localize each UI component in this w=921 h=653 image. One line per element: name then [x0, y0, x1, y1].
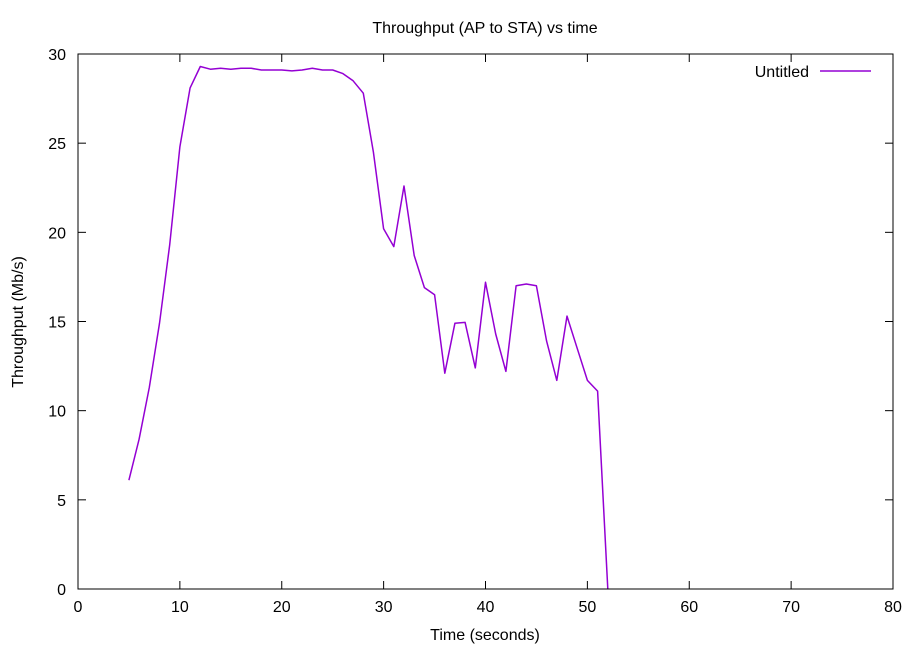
data-point: [149, 387, 151, 389]
x-tick-label: 20: [273, 599, 291, 616]
x-tick-label: 80: [884, 599, 902, 616]
series-layer: [128, 65, 609, 590]
data-point: [464, 322, 466, 324]
axis-ticks: 0 10 20 30 40 50 60 70 80 0 5 10 15 20 25 30: [48, 47, 902, 616]
legend: Untitled: [755, 64, 871, 81]
data-point: [566, 315, 568, 317]
data-point: [210, 68, 212, 70]
chart-title: Throughput (AP to STA) vs time: [372, 20, 597, 37]
data-point: [189, 87, 191, 89]
data-point: [128, 479, 130, 481]
data-point: [525, 283, 527, 285]
data-point: [342, 73, 344, 75]
data-point: [362, 92, 364, 94]
data-point: [179, 146, 181, 148]
data-point: [312, 67, 314, 69]
data-point: [352, 80, 354, 82]
y-tick-label: 0: [57, 582, 66, 599]
series-line-0: [128, 65, 609, 590]
data-point: [485, 281, 487, 283]
data-point: [383, 228, 385, 230]
data-point: [199, 66, 201, 68]
data-point: [220, 67, 222, 69]
x-tick-label: 0: [74, 599, 83, 616]
data-point: [271, 69, 273, 71]
data-point: [556, 380, 558, 382]
x-tick-label: 10: [171, 599, 189, 616]
y-tick-label: 5: [57, 493, 66, 510]
y-tick-label: 25: [48, 136, 66, 153]
x-tick-label: 70: [782, 599, 800, 616]
y-tick-label: 15: [48, 315, 66, 332]
data-point: [291, 70, 293, 72]
data-point: [475, 367, 477, 369]
data-point: [261, 69, 263, 71]
y-tick-label: 30: [48, 47, 66, 64]
data-point: [576, 347, 578, 349]
data-point: [454, 322, 456, 324]
x-tick-label: 30: [375, 599, 393, 616]
data-point: [505, 371, 507, 373]
data-point: [434, 294, 436, 296]
data-point: [413, 255, 415, 257]
data-point: [495, 333, 497, 335]
data-point: [301, 69, 303, 71]
data-point: [403, 185, 405, 187]
data-point: [587, 380, 589, 382]
data-point: [546, 340, 548, 342]
data-point: [515, 285, 517, 287]
data-point: [322, 69, 324, 71]
data-point: [169, 244, 171, 246]
data-point: [240, 67, 242, 69]
data-point: [444, 372, 446, 374]
data-point: [281, 69, 283, 71]
x-tick-label: 60: [680, 599, 698, 616]
y-axis-label: Throughput (Mb/s): [10, 256, 27, 388]
data-point: [159, 322, 161, 324]
data-point: [393, 246, 395, 248]
x-axis-label: Time (seconds): [430, 627, 540, 644]
data-point: [424, 287, 426, 289]
data-point: [230, 68, 232, 70]
data-point: [373, 151, 375, 153]
data-point: [138, 438, 140, 440]
plot-frame: [77, 53, 894, 590]
x-tick-label: 40: [477, 599, 495, 616]
data-point: [332, 69, 334, 71]
data-point: [597, 390, 599, 392]
y-tick-label: 10: [48, 404, 66, 421]
legend-label-untitled: Untitled: [755, 64, 809, 81]
data-point: [250, 67, 252, 69]
y-tick-label: 20: [48, 225, 66, 242]
x-tick-label: 50: [578, 599, 596, 616]
data-point: [536, 285, 538, 287]
